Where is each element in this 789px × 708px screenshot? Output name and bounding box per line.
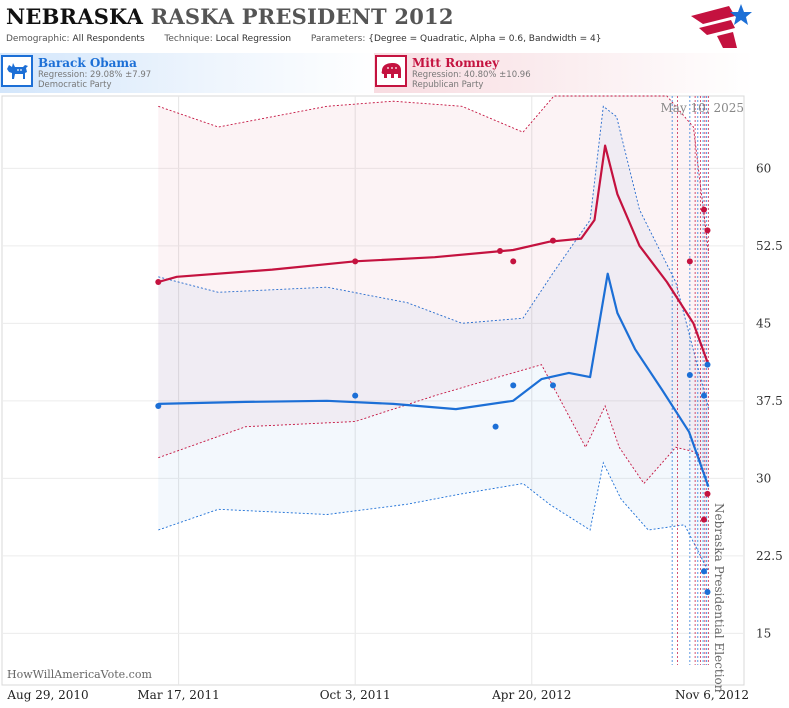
y-tick-label: 30 <box>756 471 771 485</box>
poll-point <box>704 361 711 368</box>
obama-name: Barack Obama <box>38 56 137 70</box>
obama-party: Democratic Party <box>38 80 112 90</box>
poll-point <box>686 258 693 265</box>
poll-point <box>510 258 517 265</box>
poll-chart[interactable]: Aug 29, 2010 Mar 17, 2011 Oct 3, 2011 Apr 2… <box>0 93 789 704</box>
candidate-legend: Barack Obama Regression: 29.08% ±7.97 De… <box>0 53 789 93</box>
technique-value: Local Regression <box>215 34 292 44</box>
current-date-label: May 10, 2025 <box>661 101 744 115</box>
parameters-label: Parameters: <box>310 34 366 44</box>
x-tick-label: Mar 17, 2011 <box>137 688 219 702</box>
poll-point <box>549 382 556 389</box>
lower-bound-line <box>158 461 709 572</box>
poll-point <box>700 568 707 575</box>
poll-point <box>700 516 707 523</box>
x-tick-label: Apr 20, 2012 <box>491 688 571 702</box>
x-tick-label: Nov 6, 2012 <box>675 688 749 702</box>
parameters-line: Demographic: All Respondents Technique: … <box>6 34 601 44</box>
demographic-label: Demographic: <box>6 34 70 44</box>
page-title: NEBRASKA RASKA PRESIDENT 2012 <box>6 4 454 29</box>
poll-point <box>352 392 359 399</box>
plot-frame <box>1 95 745 686</box>
poll-point <box>352 258 359 265</box>
poll-point <box>155 279 162 285</box>
poll-point <box>704 589 711 595</box>
poll-point <box>700 206 707 213</box>
title-state: NEBRASKA <box>6 4 144 29</box>
header: NEBRASKA RASKA PRESIDENT 2012 Demographi… <box>0 0 789 50</box>
x-tick-label: Aug 29, 2010 <box>6 688 88 702</box>
confidence-band <box>158 96 709 489</box>
y-tick-label: 15 <box>756 626 771 640</box>
elephant-icon <box>375 55 407 87</box>
chart-container: Aug 29, 2010 Mar 17, 2011 Oct 3, 2011 Apr 2… <box>0 93 789 704</box>
donkey-icon <box>1 55 33 87</box>
site-logo-icon[interactable] <box>689 2 753 50</box>
romney-name: Mitt Romney <box>412 56 500 70</box>
demographic-value: All Respondents <box>72 34 145 44</box>
y-tick-label: 22.5 <box>756 549 783 563</box>
trend-line <box>158 272 710 487</box>
technique-label: Technique: <box>164 34 213 44</box>
election-event-label: Nebraska Presidential Election <box>712 503 726 693</box>
trend-line <box>158 144 710 366</box>
y-tick-label: 60 <box>756 161 771 175</box>
lower-bound-line <box>158 364 709 489</box>
poll-point <box>700 392 707 399</box>
poll-point <box>510 382 517 389</box>
candidate-obama[interactable]: Barack Obama Regression: 29.08% ±7.97 De… <box>0 53 380 93</box>
poll-point <box>549 237 556 244</box>
romney-regression: Regression: 40.80% ±10.96 <box>412 70 531 80</box>
poll-point <box>492 423 499 430</box>
romney-party: Republican Party <box>412 80 484 90</box>
upper-bound-line <box>158 105 709 409</box>
parameters-value: {Degree = Quadratic, Alpha = 0.6, Bandwi… <box>368 34 602 44</box>
upper-bound-line <box>158 95 709 252</box>
poll-point <box>686 372 693 378</box>
poll-point <box>704 227 711 234</box>
poll-point <box>155 403 162 409</box>
y-tick-label: 45 <box>756 316 771 330</box>
obama-regression: Regression: 29.08% ±7.97 <box>38 70 152 80</box>
poll-point <box>704 490 711 497</box>
x-tick-label: Oct 3, 2011 <box>320 688 391 702</box>
poll-point <box>497 248 504 254</box>
candidate-romney[interactable]: Mitt Romney Regression: 40.80% ±10.96 Re… <box>374 53 754 93</box>
confidence-band <box>158 106 709 572</box>
watermark: HowWillAmericaVote.com <box>7 668 152 681</box>
y-tick-label: 52.5 <box>756 239 783 253</box>
title-rest: RASKA PRESIDENT 2012 <box>150 4 454 29</box>
y-tick-label: 37.5 <box>756 394 783 408</box>
